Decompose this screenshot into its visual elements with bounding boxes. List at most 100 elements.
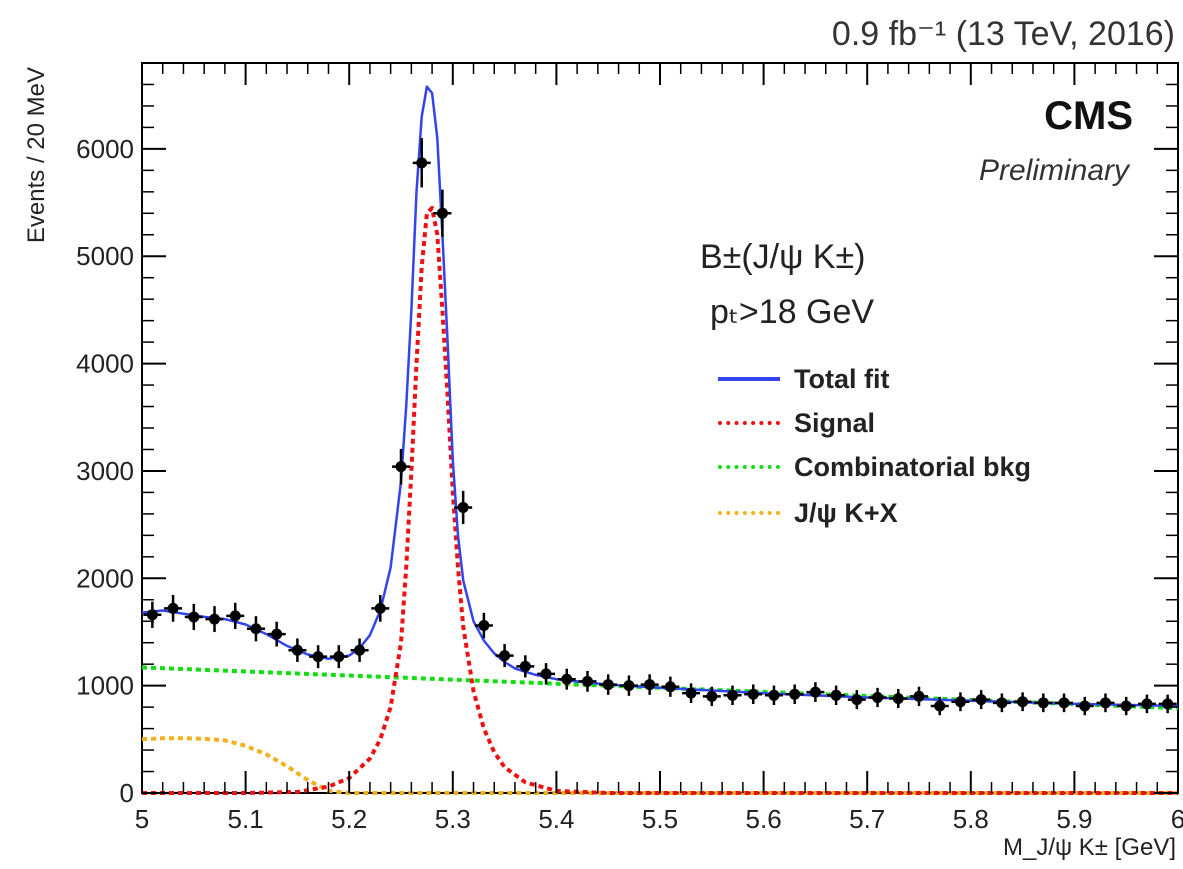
data-point <box>537 663 556 685</box>
data-point <box>764 685 783 706</box>
data-point-marker <box>229 610 241 622</box>
x-tick-label: 5.7 <box>849 804 885 834</box>
data-point <box>184 603 203 630</box>
data-point-marker <box>727 689 739 701</box>
data-point <box>454 490 473 525</box>
data-point-marker <box>1141 698 1153 710</box>
data-point <box>889 688 908 709</box>
data-point <box>599 674 618 695</box>
data-point <box>578 670 597 692</box>
data-point <box>309 645 328 669</box>
data-point-marker <box>934 700 946 712</box>
legend-item-signal: Signal <box>718 408 875 438</box>
x-axis-title: M_J/ψ K± [GeV] <box>1003 834 1176 861</box>
data-point-marker <box>913 690 925 702</box>
data-point <box>371 594 390 622</box>
luminosity-label: 0.9 fb⁻¹ (13 TeV, 2016) <box>831 15 1175 53</box>
data-point-marker <box>1017 696 1029 708</box>
data-point <box>205 606 224 633</box>
data-point <box>557 668 576 690</box>
data-point <box>744 684 763 705</box>
experiment-label: CMS <box>1044 94 1133 138</box>
data-point-marker <box>706 690 718 702</box>
data-point <box>164 594 183 622</box>
process-label: B±(J/ψ K±) <box>700 238 866 276</box>
data-point <box>951 692 970 712</box>
data-point-marker <box>188 611 200 623</box>
data-point-marker <box>830 689 842 701</box>
data-point <box>246 616 265 642</box>
y-tick-label: 6000 <box>76 134 134 164</box>
data-point <box>143 601 162 628</box>
data-point-marker <box>768 689 780 701</box>
data-point-marker <box>975 694 987 706</box>
y-axis-title: Events / 20 MeV <box>23 67 50 243</box>
data-point <box>1034 693 1053 713</box>
data-point <box>350 638 369 662</box>
data-point-marker <box>519 660 531 672</box>
data-point-marker <box>540 668 552 680</box>
legend-swatch-combinatorial <box>718 465 780 469</box>
data-point-marker <box>333 651 345 663</box>
data-point-marker <box>851 694 863 706</box>
pt-cut-label: pₜ>18 GeV <box>710 293 875 331</box>
data-point <box>702 686 721 707</box>
data-point <box>847 690 866 710</box>
x-tick-label: 5 <box>135 804 149 834</box>
x-tick-label: 5.6 <box>746 804 782 834</box>
data-point <box>1055 693 1074 713</box>
data-point-marker <box>1099 697 1111 709</box>
legend-label-signal: Signal <box>794 407 876 438</box>
status-label: Preliminary <box>978 154 1129 187</box>
data-point <box>329 645 348 669</box>
x-tick-label: 5.3 <box>435 804 471 834</box>
legend-label-combinatorial: Combinatorial bkg <box>794 451 1032 482</box>
data-point-marker <box>291 644 303 656</box>
data-point-marker <box>789 688 801 700</box>
data-point-marker <box>602 679 614 691</box>
data-point-marker <box>872 691 884 703</box>
legend-swatch-signal <box>718 421 780 425</box>
data-point-marker <box>209 613 221 625</box>
data-point <box>495 644 514 668</box>
legend-item-total-fit: Total fit <box>718 364 889 394</box>
data-point-marker <box>1037 697 1049 709</box>
data-point <box>972 690 991 710</box>
data-point <box>474 612 493 639</box>
x-tick-label: 5.5 <box>642 804 678 834</box>
data-point <box>288 638 307 662</box>
legend-swatch-total-fit <box>718 377 780 381</box>
data-point-marker <box>395 461 407 473</box>
y-tick-label: 2000 <box>76 563 134 593</box>
x-tick-label: 5.2 <box>331 804 367 834</box>
data-point <box>1075 696 1094 716</box>
data-point-marker <box>644 679 656 691</box>
data-point <box>1117 696 1136 716</box>
data-point-marker <box>954 696 966 708</box>
data-point <box>785 684 804 705</box>
data-point-marker <box>436 207 448 219</box>
legend-label-jpsikx: J/ψ K+X <box>794 497 898 528</box>
data-point <box>806 682 825 702</box>
data-point <box>992 693 1011 713</box>
signal-curve <box>142 205 1178 795</box>
data-point <box>226 602 245 629</box>
data-point <box>1158 694 1177 714</box>
data-point <box>723 685 742 706</box>
legend-swatch-jpsikx <box>718 511 780 515</box>
data-point-marker <box>747 688 759 700</box>
x-tick-label: 5.8 <box>953 804 989 834</box>
data-point-marker <box>664 681 676 693</box>
y-tick-label: 3000 <box>76 456 134 486</box>
x-tick-label: 5.9 <box>1056 804 1092 834</box>
data-point-marker <box>167 602 179 614</box>
data-point <box>1013 692 1032 712</box>
data-point <box>1096 693 1115 713</box>
data-point <box>433 189 452 237</box>
x-tick-label: 6 <box>1171 804 1183 834</box>
data-point-marker <box>374 602 386 614</box>
data-point <box>682 683 701 703</box>
data-point-marker <box>1079 700 1091 712</box>
y-tick-label: 1000 <box>76 671 134 701</box>
